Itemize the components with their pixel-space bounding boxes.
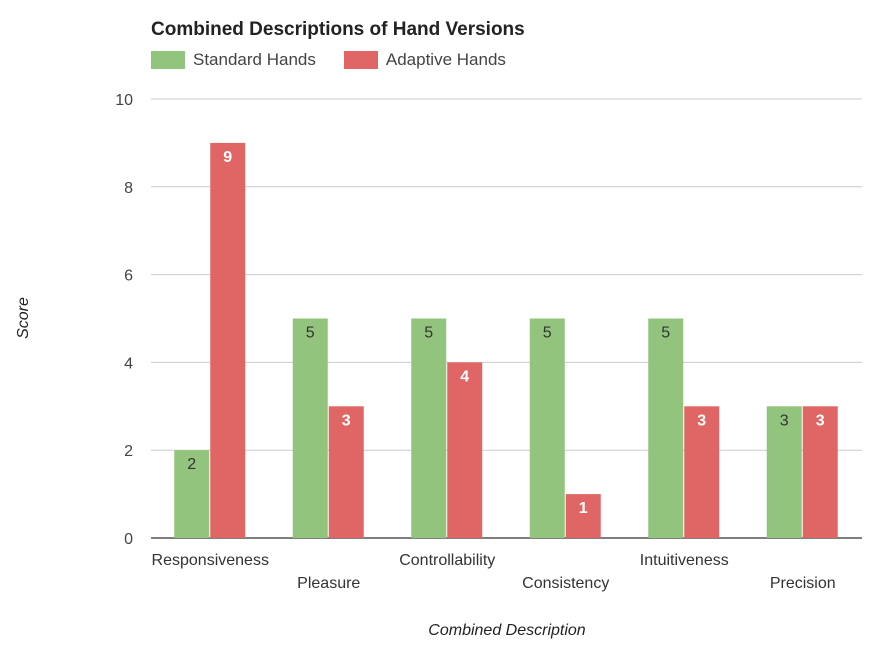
legend-label-standard-hands: Standard Hands [193, 50, 316, 69]
y-tick-label: 8 [124, 180, 133, 197]
data-label: 5 [306, 325, 315, 342]
bar-standard-hands [529, 318, 565, 538]
data-label: 3 [697, 412, 706, 429]
bar-standard-hands [292, 318, 328, 538]
bar-standard-hands [411, 318, 447, 538]
data-label: 1 [579, 500, 588, 517]
legend-item-adaptive-hands: Adaptive Hands [343, 50, 506, 70]
bar-adaptive-hands [684, 406, 720, 538]
legend: Standard Hands Adaptive Hands [151, 50, 534, 70]
y-tick-label: 2 [124, 443, 133, 460]
y-tick-label: 4 [124, 355, 133, 372]
legend-swatch-adaptive-hands [343, 51, 378, 69]
x-tick-label: Pleasure [297, 575, 360, 592]
bar-standard-hands [174, 450, 210, 538]
x-axis-title: Combined Description [428, 622, 586, 639]
bar-standard-hands [766, 406, 802, 538]
data-label: 3 [780, 412, 789, 429]
bar-adaptive-hands [328, 406, 364, 538]
bar-adaptive-hands [210, 142, 246, 538]
y-tick-label: 0 [124, 531, 133, 548]
bar-adaptive-hands [802, 406, 838, 538]
data-label: 9 [223, 149, 232, 166]
y-tick-label: 6 [124, 268, 133, 285]
x-tick-label: Intuitiveness [640, 552, 729, 569]
x-tick-label: Responsiveness [152, 552, 269, 569]
y-tick-label: 10 [115, 92, 133, 109]
x-tick-label: Precision [770, 575, 836, 592]
data-label: 5 [661, 325, 670, 342]
legend-item-standard-hands: Standard Hands [151, 50, 316, 70]
data-label: 3 [342, 412, 351, 429]
legend-label-adaptive-hands: Adaptive Hands [385, 50, 506, 69]
data-label: 5 [543, 325, 552, 342]
data-label: 5 [424, 325, 433, 342]
data-label: 2 [187, 456, 196, 473]
chart-title: Combined Descriptions of Hand Versions [151, 19, 525, 40]
x-tick-label: Controllability [399, 552, 495, 569]
legend-swatch-standard-hands [151, 51, 185, 69]
data-label: 3 [816, 412, 825, 429]
bar-standard-hands [648, 318, 684, 538]
bar-adaptive-hands [447, 362, 483, 538]
bar-adaptive-hands [565, 494, 601, 538]
x-tick-label: Consistency [522, 575, 609, 592]
data-label: 4 [460, 368, 469, 385]
